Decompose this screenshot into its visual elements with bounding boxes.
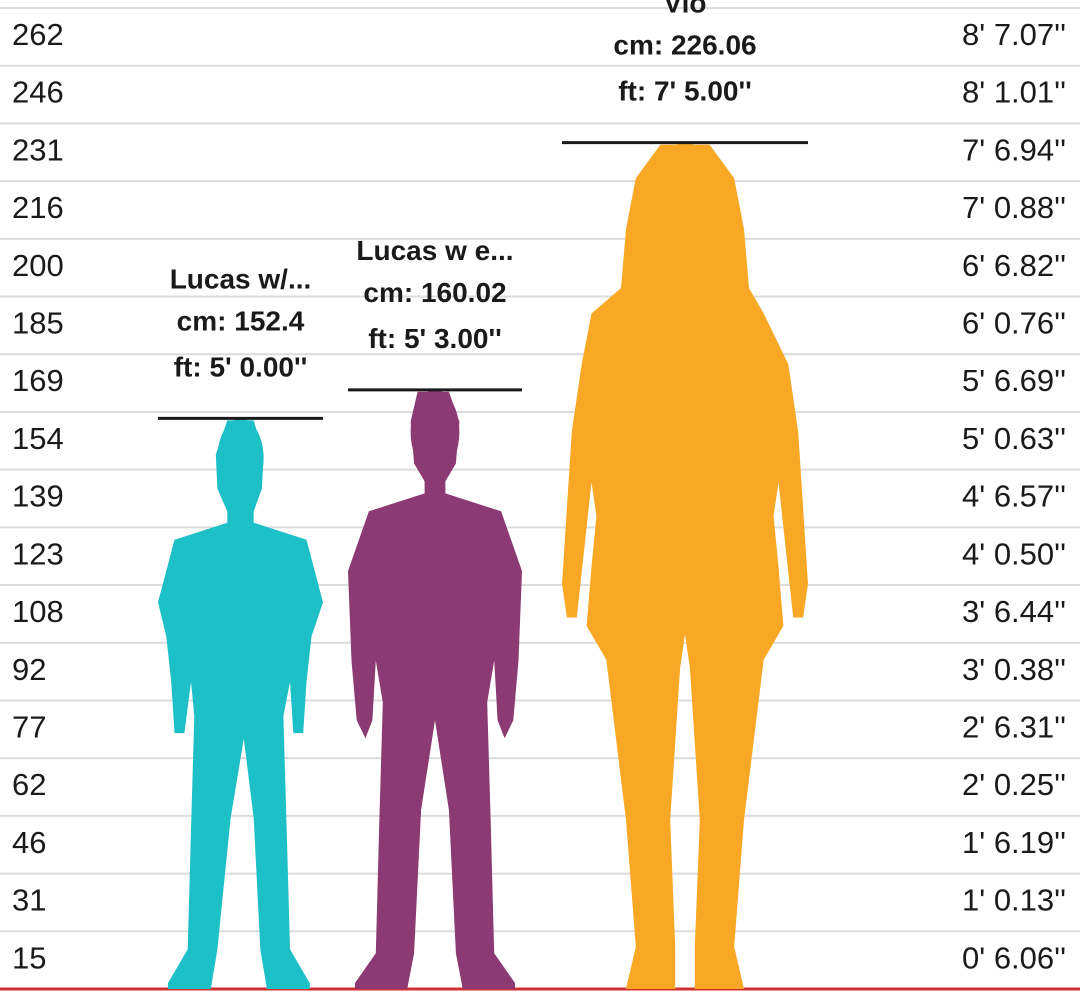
y-tick-ft: 4' 6.57'' [962, 479, 1066, 514]
y-tick-ft: 3' 0.38'' [962, 652, 1066, 687]
person-cm-label: cm: 160.02 [363, 277, 506, 308]
y-tick-cm: 262 [12, 17, 64, 52]
y-tick-ft: 1' 0.13'' [962, 883, 1066, 918]
y-tick-ft: 5' 6.69'' [962, 363, 1066, 398]
y-tick-cm: 231 [12, 132, 64, 167]
y-tick-cm: 108 [12, 594, 64, 629]
y-tick-ft: 7' 6.94'' [962, 132, 1066, 167]
person-2: Lucas w e... cm: 160.02 ft: 5' 3.00'' [348, 235, 522, 989]
y-tick-ft: 2' 6.31'' [962, 709, 1066, 744]
y-tick-ft: 7' 0.88'' [962, 190, 1066, 225]
y-tick-cm: 185 [12, 306, 64, 341]
person-ft-label: ft: 5' 0.00'' [174, 351, 308, 382]
y-tick-cm: 77 [12, 709, 46, 744]
y-tick-ft: 4' 0.50'' [962, 536, 1066, 571]
y-tick-cm: 15 [12, 940, 46, 975]
y-tick-ft: 2' 0.25'' [962, 767, 1066, 802]
y-tick-ft: 0' 6.06'' [962, 940, 1066, 975]
y-tick-cm: 246 [12, 75, 64, 110]
y-tick-ft: 8' 7.07'' [962, 17, 1066, 52]
y-tick-cm: 31 [12, 883, 46, 918]
person-1: Lucas w/... cm: 152.4 ft: 5' 0.00'' [158, 263, 323, 989]
y-tick-cm: 200 [12, 248, 64, 283]
person-ft-label: ft: 5' 3.00'' [368, 323, 502, 354]
person-head [650, 142, 720, 262]
y-tick-cm: 169 [12, 363, 64, 398]
y-tick-ft: 6' 6.82'' [962, 248, 1066, 283]
person-silhouette [348, 391, 522, 989]
person-silhouette [562, 144, 808, 990]
y-tick-ft: 5' 0.63'' [962, 421, 1066, 456]
person-head [217, 418, 264, 499]
y-tick-cm: 216 [12, 190, 64, 225]
person-name-label: Lucas w e... [356, 235, 513, 266]
y-tick-cm: 154 [12, 421, 64, 456]
y-tick-ft: 3' 6.44'' [962, 594, 1066, 629]
person-3: Vio cm: 226.06 ft: 7' 5.00'' [562, 0, 808, 990]
person-head [410, 389, 460, 474]
y-tick-cm: 62 [12, 767, 46, 802]
person-ft-label: ft: 7' 5.00'' [618, 76, 752, 107]
y-tick-ft: 1' 6.19'' [962, 825, 1066, 860]
y-tick-cm: 92 [12, 652, 46, 687]
person-silhouette [158, 420, 323, 989]
y-tick-cm: 139 [12, 479, 64, 514]
y-tick-cm: 123 [12, 536, 64, 571]
person-cm-label: cm: 226.06 [613, 30, 756, 61]
person-name-label: Vio [663, 0, 706, 19]
person-name-label: Lucas w/... [170, 263, 312, 294]
y-tick-ft: 6' 0.76'' [962, 306, 1066, 341]
y-tick-ft: 8' 1.01'' [962, 75, 1066, 110]
person-cm-label: cm: 152.4 [177, 305, 305, 336]
y-tick-cm: 46 [12, 825, 46, 860]
